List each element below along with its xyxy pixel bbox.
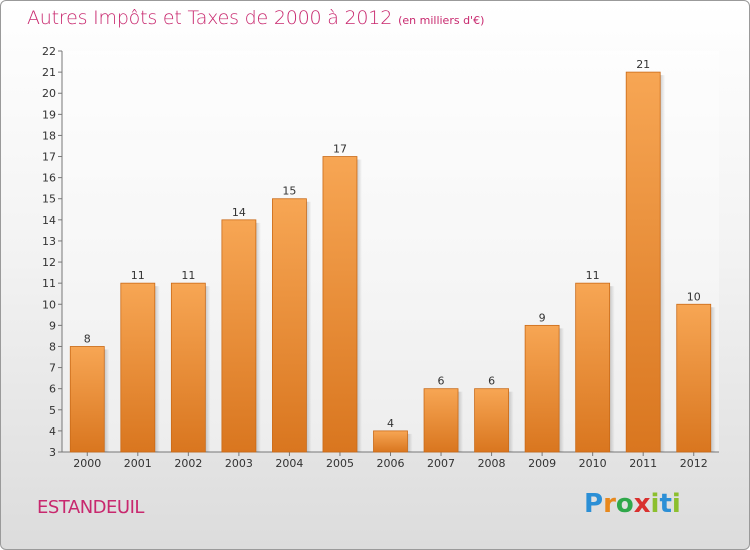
data-label: 14 bbox=[232, 206, 246, 219]
x-tick-label: 2006 bbox=[377, 457, 405, 470]
y-tick-label: 6 bbox=[49, 383, 56, 396]
x-tick-label: 2003 bbox=[225, 457, 253, 470]
value-labels: 8 11 11 14 15 17 4 6 6 9 11 21 10 bbox=[84, 58, 701, 430]
y-tick-label: 14 bbox=[42, 214, 56, 227]
x-tick-label: 2001 bbox=[124, 457, 152, 470]
y-tick-label: 22 bbox=[42, 45, 56, 58]
data-label: 11 bbox=[586, 269, 600, 282]
bar-shadow bbox=[306, 201, 312, 452]
data-label: 8 bbox=[84, 332, 91, 345]
bar bbox=[170, 282, 206, 453]
data-label: 9 bbox=[539, 311, 546, 324]
y-tick-label: 18 bbox=[42, 129, 56, 142]
bar-shadow bbox=[154, 286, 160, 452]
y-tick-label: 3 bbox=[49, 446, 56, 459]
y-tick-label: 9 bbox=[49, 319, 56, 332]
logo-letter: P bbox=[584, 489, 604, 519]
proxiti-logo: Proxiti bbox=[584, 489, 681, 519]
x-tick-label: 2008 bbox=[478, 457, 506, 470]
logo-letter: i bbox=[650, 489, 660, 519]
bar bbox=[575, 282, 611, 453]
bar bbox=[524, 324, 560, 453]
bar bbox=[373, 430, 408, 453]
data-label: 17 bbox=[333, 143, 347, 156]
logo-letter: i bbox=[671, 489, 681, 519]
y-tick-label: 11 bbox=[42, 277, 56, 290]
x-tick-label: 2012 bbox=[680, 457, 708, 470]
plot-area bbox=[62, 51, 719, 452]
bar bbox=[69, 346, 105, 453]
x-tick-label: 2009 bbox=[528, 457, 556, 470]
data-label: 21 bbox=[636, 58, 650, 71]
y-tick-label: 7 bbox=[49, 362, 56, 375]
bar bbox=[221, 219, 257, 453]
bar-shadow bbox=[508, 391, 514, 452]
x-tick-label: 2010 bbox=[579, 457, 607, 470]
bar-shadow bbox=[255, 222, 261, 452]
data-label: 11 bbox=[181, 269, 195, 282]
x-tick-label: 2007 bbox=[427, 457, 455, 470]
bar-shadow bbox=[710, 307, 716, 452]
logo-letter: o bbox=[615, 489, 634, 519]
data-label: 4 bbox=[387, 417, 394, 430]
y-tick-label: 20 bbox=[42, 87, 56, 100]
bar bbox=[120, 282, 156, 453]
data-label: 10 bbox=[687, 290, 701, 303]
bars bbox=[69, 71, 716, 453]
y-tick-label: 8 bbox=[49, 340, 56, 353]
y-tick-label: 16 bbox=[42, 172, 56, 185]
chart-title-unit: (en milliers d'€) bbox=[398, 14, 485, 27]
y-tick-label: 5 bbox=[49, 404, 56, 417]
x-tick-label: 2011 bbox=[629, 457, 657, 470]
chart-title: Autres Impôts et Taxes de 2000 à 2012 (en… bbox=[27, 7, 484, 29]
y-tick-label: 21 bbox=[42, 66, 56, 79]
bar-shadow bbox=[559, 328, 565, 452]
bar-shadow bbox=[458, 391, 464, 452]
data-label: 15 bbox=[282, 185, 296, 198]
bar bbox=[423, 388, 459, 453]
data-label: 11 bbox=[131, 269, 145, 282]
chart-title-main: Autres Impôts et Taxes de 2000 à 2012 bbox=[27, 7, 393, 29]
bar-shadow bbox=[660, 75, 666, 453]
bar-shadow bbox=[104, 349, 110, 452]
logo-letter: x bbox=[633, 489, 651, 519]
x-tick-label: 2004 bbox=[275, 457, 303, 470]
logo-letter: r bbox=[603, 489, 616, 519]
x-tick-label: 2000 bbox=[73, 457, 101, 470]
y-tick-label: 10 bbox=[42, 298, 56, 311]
bar bbox=[474, 388, 509, 453]
data-label: 6 bbox=[438, 375, 445, 388]
x-tick-label: 2002 bbox=[174, 457, 202, 470]
y-tick-label: 15 bbox=[42, 193, 56, 206]
bar-shadow bbox=[205, 286, 211, 452]
commune-name: ESTANDEUIL bbox=[37, 497, 144, 518]
y-tick-label: 19 bbox=[42, 108, 56, 121]
bar-shadow bbox=[609, 286, 615, 452]
y-tick-label: 12 bbox=[42, 256, 56, 269]
logo-letter: t bbox=[659, 489, 672, 519]
y-tick-label: 13 bbox=[42, 235, 56, 248]
bar bbox=[625, 71, 661, 453]
bar bbox=[322, 156, 358, 453]
bar bbox=[676, 303, 712, 453]
bar-shadow bbox=[407, 433, 413, 452]
x-tick-label: 2005 bbox=[326, 457, 354, 470]
y-tick-label: 4 bbox=[49, 425, 56, 438]
y-tick-label: 17 bbox=[42, 151, 56, 164]
plot-background bbox=[62, 51, 719, 452]
data-label: 6 bbox=[488, 375, 495, 388]
bar bbox=[272, 198, 307, 453]
bar-shadow bbox=[356, 159, 362, 453]
